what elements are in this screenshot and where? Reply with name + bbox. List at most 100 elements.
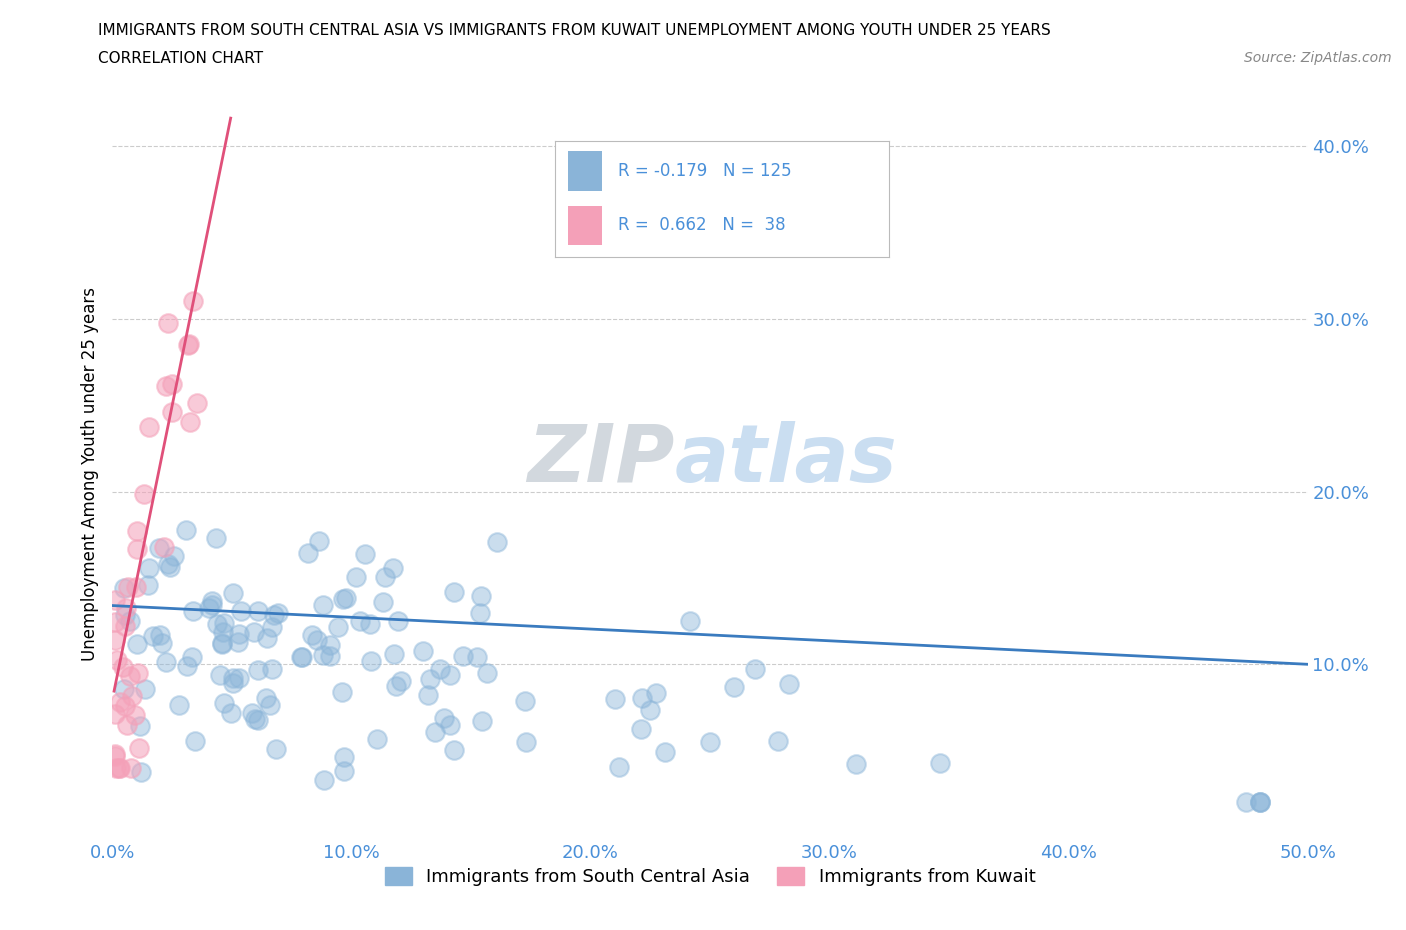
Point (359, 617, 381, 631)
Point (1249, 795, 1271, 810)
Point (131, 764, 153, 779)
Point (160, 377, 183, 392)
Point (226, 634, 249, 649)
Point (291, 650, 314, 665)
Point (118, 669, 141, 684)
Point (177, 337, 200, 352)
Point (159, 560, 181, 575)
Point (167, 698, 190, 712)
Point (247, 712, 270, 727)
Point (247, 604, 270, 618)
Point (301, 628, 323, 643)
Point (382, 646, 405, 661)
Point (768, 734, 790, 749)
Point (149, 628, 172, 643)
Point (124, 708, 146, 723)
Point (105, 761, 128, 776)
Point (354, 547, 377, 562)
Point (114, 608, 136, 623)
Point (125, 541, 148, 556)
Point (179, 415, 201, 430)
Point (723, 680, 745, 695)
Point (333, 764, 356, 778)
Point (373, 594, 395, 609)
Point (387, 614, 409, 629)
Point (222, 671, 245, 685)
Point (219, 706, 242, 721)
Point (117, 579, 139, 594)
Point (201, 597, 224, 612)
Point (260, 662, 283, 677)
Point (247, 662, 270, 677)
Point (208, 668, 231, 683)
Point (778, 676, 800, 691)
Point (157, 315, 180, 330)
Point (228, 671, 250, 685)
Point (104, 632, 127, 647)
Point (423, 724, 446, 739)
Point (332, 750, 354, 764)
Point (256, 631, 278, 645)
Point (222, 585, 245, 600)
Point (186, 396, 208, 411)
Point (607, 760, 630, 775)
Point (174, 522, 197, 537)
Point (120, 614, 142, 629)
Point (205, 530, 228, 545)
Point (471, 714, 494, 729)
Point (319, 649, 342, 664)
Point (744, 661, 766, 676)
Point (297, 545, 319, 560)
Point (155, 655, 177, 670)
Point (132, 486, 155, 501)
Point (366, 732, 388, 747)
Point (128, 740, 150, 755)
Point (678, 614, 700, 629)
Point (114, 698, 136, 713)
Point (104, 592, 127, 607)
Point (465, 649, 488, 664)
Point (125, 524, 148, 538)
Point (644, 685, 666, 700)
Point (108, 761, 131, 776)
Point (134, 682, 156, 697)
Text: Source: ZipAtlas.com: Source: ZipAtlas.com (1244, 51, 1392, 65)
Point (638, 703, 661, 718)
Point (254, 691, 277, 706)
Point (125, 579, 148, 594)
Point (360, 654, 382, 669)
Point (433, 711, 456, 725)
Point (105, 653, 128, 668)
Point (451, 648, 474, 663)
Point (439, 667, 461, 682)
Point (138, 561, 160, 576)
Text: CORRELATION CHART: CORRELATION CHART (98, 51, 263, 66)
Point (115, 600, 138, 615)
Point (307, 633, 329, 648)
Point (214, 696, 236, 711)
Point (211, 637, 233, 652)
Point (108, 761, 131, 776)
Point (231, 604, 253, 618)
Point (176, 658, 198, 673)
Point (104, 749, 127, 764)
Point (181, 293, 204, 308)
Point (114, 618, 136, 633)
Point (127, 636, 149, 651)
Point (443, 585, 465, 600)
Point (312, 648, 335, 663)
Point (267, 605, 290, 620)
Point (515, 735, 537, 750)
Point (148, 540, 170, 555)
Point (335, 591, 357, 605)
Point (142, 629, 165, 644)
Point (319, 637, 342, 652)
Point (485, 535, 508, 550)
Legend: Immigrants from South Central Asia, Immigrants from Kuwait: Immigrants from South Central Asia, Immi… (377, 859, 1043, 893)
Point (260, 619, 283, 634)
Point (344, 569, 367, 584)
Point (419, 671, 441, 686)
Point (439, 718, 461, 733)
Point (121, 689, 143, 704)
Point (384, 679, 406, 694)
